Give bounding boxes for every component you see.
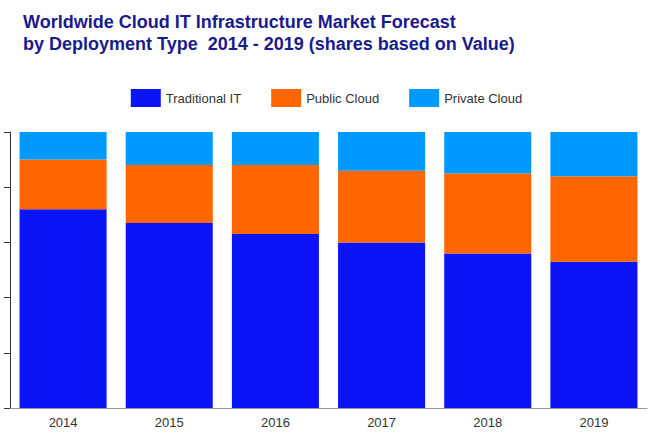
svg-text:by Deployment Type 2014 - 201: by Deployment Type 2014 - 2019 (shares b… [23, 34, 515, 54]
svg-text:2019: 2019 [579, 415, 608, 430]
svg-text:2018: 2018 [473, 415, 502, 430]
svg-text:2016: 2016 [261, 415, 290, 430]
svg-text:Public Cloud: Public Cloud [306, 91, 379, 106]
svg-text:Traditional IT: Traditional IT [166, 91, 241, 106]
svg-text:Private Cloud: Private Cloud [444, 91, 522, 106]
svg-text:2017: 2017 [367, 415, 396, 430]
svg-text:2015: 2015 [155, 415, 184, 430]
svg-text:Worldwide Cloud IT Infrastruct: Worldwide Cloud IT Infrastructure Market… [23, 12, 456, 32]
svg-text:2014: 2014 [49, 415, 78, 430]
